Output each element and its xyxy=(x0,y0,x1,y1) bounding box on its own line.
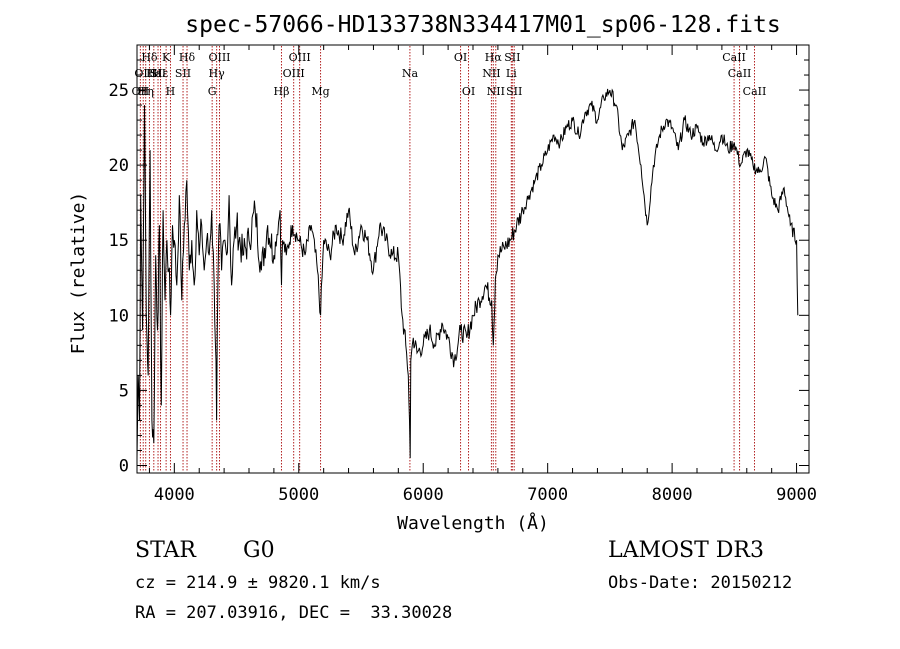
marker-label-25: SII xyxy=(504,51,520,64)
x-axis-label: Wavelength (Å) xyxy=(397,512,549,534)
marker-label-5: SII xyxy=(150,67,166,80)
x-tick-label-1: 5000 xyxy=(278,485,319,505)
y-tick-label-3: 15 xyxy=(109,231,129,251)
x-tick-label-0: 4000 xyxy=(154,485,195,505)
y-tick-label-4: 20 xyxy=(109,156,129,176)
axis-ticks: 4000 5000 6000 7000 8000 9000 0 5 10 15 20 25 xyxy=(109,45,817,505)
marker-label-9: SII xyxy=(175,67,191,80)
marker-label-27: CaII xyxy=(722,51,746,64)
redshift-text: cz = 214.9 ± 9820.1 km/s xyxy=(135,573,381,593)
flux-series xyxy=(136,88,799,459)
marker-label-2: Hη xyxy=(138,85,154,98)
marker-label-0: OII xyxy=(132,85,150,98)
x-tick-label-3: 7000 xyxy=(527,485,568,505)
marker-label-14: Hβ xyxy=(274,85,290,98)
x-tick-label-4: 8000 xyxy=(652,485,693,505)
marker-label-16: OIII xyxy=(289,51,311,64)
y-tick-label-2: 10 xyxy=(109,306,129,326)
marker-label-17: Mg xyxy=(311,85,329,98)
marker-label-11: G xyxy=(208,85,217,98)
marker-label-18: Na xyxy=(402,67,419,80)
object-subclass: G0 xyxy=(243,538,275,563)
marker-label-19: OI xyxy=(454,51,467,64)
marker-label-26: SII xyxy=(506,85,522,98)
y-tick-label-0: 0 xyxy=(119,456,129,476)
marker-label-7: K xyxy=(162,51,171,64)
x-tick-label-5: 9000 xyxy=(776,485,817,505)
marker-label-6: Hε xyxy=(153,67,169,80)
marker-label-4: Hε xyxy=(146,67,162,80)
survey-name: LAMOST DR3 xyxy=(608,538,764,563)
object-class: STAR xyxy=(135,538,196,563)
marker-label-8: H xyxy=(166,85,176,98)
marker-label-1: OII xyxy=(134,67,152,80)
marker-label-28: CaII xyxy=(728,67,752,80)
y-tick-label-1: 5 xyxy=(119,381,129,401)
marker-label-29: CaII xyxy=(743,85,767,98)
spectral-line-labels: OIIOIIHηHδHεSIIHεKHSIIHδGHγOIIIHβOIIIOII… xyxy=(132,51,767,98)
marker-label-20: OI xyxy=(462,85,475,98)
marker-label-24: Li xyxy=(506,67,517,80)
chart-title: spec-57066-HD133738N334417M01_sp06-128.f… xyxy=(185,12,780,38)
marker-label-12: Hγ xyxy=(209,67,226,80)
plot-frame xyxy=(136,44,810,474)
x-tick-label-2: 6000 xyxy=(403,485,444,505)
coordinates-text: RA = 207.03916, DEC = 33.30028 xyxy=(135,603,453,623)
marker-label-23: NII xyxy=(487,85,505,98)
spectral-line-markers xyxy=(139,46,755,472)
marker-label-21: NII xyxy=(482,67,500,80)
marker-label-13: OIII xyxy=(208,51,230,64)
marker-label-10: Hδ xyxy=(179,51,196,64)
marker-label-22: Hα xyxy=(485,51,503,64)
y-tick-label-5: 25 xyxy=(109,81,129,101)
marker-label-3: Hδ xyxy=(141,51,158,64)
marker-label-15: OIII xyxy=(283,67,305,80)
obs-date-text: Obs-Date: 20150212 xyxy=(608,573,793,593)
flux-line-0 xyxy=(136,88,799,459)
y-axis-label: Flux (relative) xyxy=(68,192,89,355)
